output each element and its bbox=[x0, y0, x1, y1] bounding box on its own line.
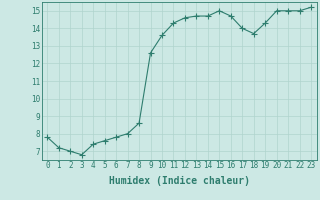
X-axis label: Humidex (Indice chaleur): Humidex (Indice chaleur) bbox=[109, 176, 250, 186]
